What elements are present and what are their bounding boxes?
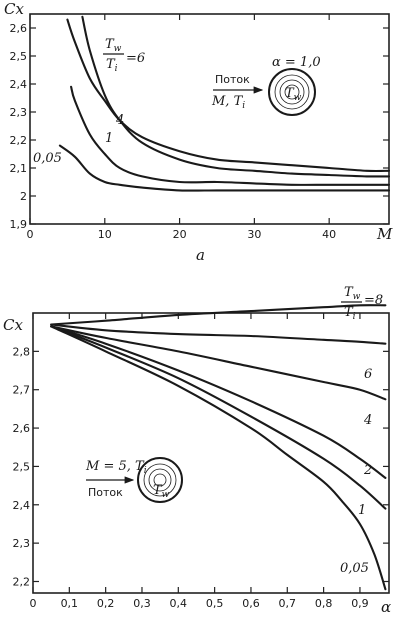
y-tick-label: 2,5 [10, 50, 28, 63]
chart-a-ylabel: Cx [4, 0, 24, 18]
chart-b-series-label-2: 2 [363, 463, 372, 478]
chart-a: 0 10 20 30 40 1,9 2 2,1 2,2 2,3 2,4 2,5 2,6 Cx M a T… [4, 0, 393, 264]
chart-b-series-2 [50, 325, 387, 401]
chart-b-series-label-4: 4 [363, 413, 372, 428]
x-tick-label: 0,5 [206, 597, 224, 610]
chart-a-series-3 [58, 144, 391, 192]
chart-b-curves [50, 304, 387, 591]
x-tick-label: 0,8 [315, 597, 333, 610]
chart-b-param-numerator: Tw [344, 285, 361, 302]
chart-a-param-numerator: Tw [105, 37, 122, 54]
chart-b-inset-flow-params: M = 5, Ti [85, 459, 147, 476]
chart-a-param-label: Tw Ti =6 [103, 37, 145, 74]
chart-a-curves [58, 15, 391, 192]
chart-b-series-label-005: 0,05 [340, 561, 369, 576]
x-tick-label: 0,3 [133, 597, 151, 610]
chart-b-param-value: =8 [364, 293, 383, 308]
y-tick-label: 2,5 [13, 460, 31, 473]
chart-b-ylabel: Cx [3, 316, 23, 334]
y-tick-label: 2,8 [13, 345, 31, 358]
x-tick-label: 0,2 [97, 597, 115, 610]
chart-b-inset: M = 5, Ti Поток Tw [85, 457, 183, 503]
chart-a-subplot-label: a [196, 246, 205, 264]
y-tick-label: 2,4 [10, 78, 28, 91]
y-tick-label: 2,3 [10, 106, 28, 119]
x-tick-label: 0 [27, 228, 34, 241]
chart-a-inset-body-label: Tw [285, 86, 302, 103]
chart-b-inset-body: Tw [137, 457, 183, 503]
y-tick-label: 2,1 [10, 162, 28, 175]
chart-a-series-label-4: 4 [115, 113, 124, 128]
chart-b-series-3 [50, 325, 387, 479]
chart-a-inset: α = 1,0 Поток M, Ti Tw [211, 55, 321, 116]
chart-b-series-1 [50, 323, 387, 345]
y-tick-label: 1,9 [10, 218, 28, 231]
chart-a-xlabel: M [376, 225, 393, 243]
chart-a-ticks: 0 10 20 30 40 1,9 2 2,1 2,2 2,3 2,4 2,5 2,6 [10, 14, 389, 241]
chart-a-series-1 [81, 15, 391, 178]
chart-b-ticks: 0 0,1 0,2 0,3 0,4 0,5 0,6 0,7 0,8 0,9 2,2 2,3 2,4 2,5… [13, 313, 389, 610]
y-tick-label: 2,2 [10, 134, 28, 147]
chart-a-inset-flow: Поток [215, 73, 250, 86]
x-tick-label: 0,4 [170, 597, 188, 610]
chart-b-inset-body-label: Tw [153, 483, 170, 500]
chart-b-series-4 [50, 325, 387, 510]
chart-b-param-label: Tw Ti =8 [341, 285, 383, 322]
chart-a-series-label-005: 0,05 [33, 151, 62, 166]
chart-b-series-5 [50, 325, 387, 591]
chart-b-series-label-6: 6 [364, 367, 372, 382]
chart-b-series-label-1: 1 [358, 503, 366, 518]
chart-b-xlabel: α [381, 598, 391, 616]
chart-a-param-value: =6 [126, 51, 145, 66]
x-tick-label: 0,1 [61, 597, 79, 610]
y-tick-label: 2 [20, 190, 27, 203]
chart-b-inset-flow: Поток [88, 486, 123, 499]
x-tick-label: 0 [30, 597, 37, 610]
x-tick-label: 20 [173, 228, 187, 241]
chart-a-series-label-1: 1 [105, 131, 113, 146]
chart-a-series-0 [66, 18, 391, 173]
chart-b-series-0 [50, 304, 387, 326]
y-tick-label: 2,2 [13, 575, 31, 588]
y-tick-label: 2,4 [13, 499, 31, 512]
x-tick-label: 40 [322, 228, 336, 241]
chart-a-frame [29, 13, 390, 225]
chart-a-inset-alpha: α = 1,0 [272, 55, 321, 70]
x-tick-label: 0,7 [279, 597, 297, 610]
x-tick-label: 10 [98, 228, 112, 241]
chart-a-param-denominator: Ti [106, 57, 118, 74]
y-tick-label: 2,7 [13, 384, 31, 397]
chart-a-series-2 [70, 85, 391, 186]
chart-b-frame [32, 312, 390, 594]
y-tick-label: 2,3 [13, 537, 31, 550]
y-tick-label: 2,6 [10, 22, 28, 35]
chart-b: 0 0,1 0,2 0,3 0,4 0,5 0,6 0,7 0,8 0,9 2,2 2,3 2,4 2,5… [3, 285, 391, 616]
y-tick-label: 2,6 [13, 422, 31, 435]
x-tick-label: 30 [247, 228, 261, 241]
x-tick-label: 0,9 [351, 597, 369, 610]
x-tick-label: 0,6 [242, 597, 260, 610]
chart-b-param-denominator: Ti [344, 305, 356, 322]
chart-a-inset-body: Tw [268, 68, 316, 116]
chart-a-inset-flow-params: M, Ti [211, 94, 245, 111]
